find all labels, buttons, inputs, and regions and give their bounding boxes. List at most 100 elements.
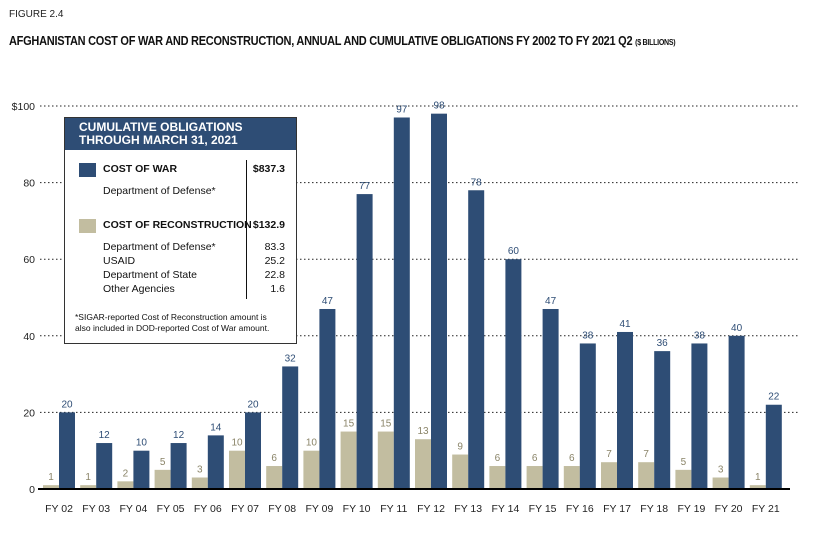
recon-item-label: USAID bbox=[103, 255, 136, 267]
war-value-label: 41 bbox=[619, 319, 631, 330]
reconstruction-bar bbox=[340, 431, 357, 489]
reconstruction-value-label: 7 bbox=[643, 449, 649, 460]
war-bar bbox=[691, 343, 708, 489]
x-tick-label: FY 17 bbox=[603, 503, 631, 515]
war-bar bbox=[579, 343, 596, 489]
war-total: $837.3 bbox=[252, 163, 285, 175]
reconstruction-value-label: 7 bbox=[606, 449, 612, 460]
war-bar bbox=[765, 404, 782, 489]
war-bar bbox=[728, 335, 745, 489]
recon-item-label: Department of State bbox=[103, 269, 197, 281]
war-value-label: 47 bbox=[322, 296, 334, 307]
reconstruction-value-label: 1 bbox=[85, 472, 91, 483]
war-bar bbox=[319, 308, 336, 489]
x-tick-label: FY 15 bbox=[529, 503, 557, 515]
war-value-label: 14 bbox=[210, 422, 222, 433]
war-bar bbox=[654, 351, 671, 489]
recon-item-value: 1.6 bbox=[270, 283, 285, 295]
y-tick-label: 20 bbox=[23, 407, 35, 419]
y-tick-label: 60 bbox=[23, 254, 35, 266]
y-tick-label: 40 bbox=[23, 331, 35, 343]
title-text: AFGHANISTAN COST OF WAR AND RECONSTRUCTI… bbox=[9, 34, 633, 48]
war-value-label: 36 bbox=[657, 338, 669, 349]
chart-title: AFGHANISTAN COST OF WAR AND RECONSTRUCTI… bbox=[9, 34, 676, 48]
war-bar bbox=[245, 412, 261, 489]
war-value-label: 78 bbox=[471, 177, 483, 188]
recon-label: COST OF RECONSTRUCTION bbox=[103, 219, 252, 231]
reconstruction-value-label: 2 bbox=[123, 468, 129, 479]
recon-item-label: Other Agencies bbox=[103, 283, 175, 295]
reconstruction-bar bbox=[43, 485, 59, 489]
war-value-label: 20 bbox=[247, 399, 259, 410]
reconstruction-bar bbox=[675, 469, 692, 489]
war-sub: Department of Defense* bbox=[103, 185, 216, 197]
recon-total: $132.9 bbox=[252, 219, 285, 231]
war-value-label: 98 bbox=[433, 101, 445, 112]
reconstruction-value-label: 15 bbox=[380, 419, 392, 430]
header-line-2: THROUGH MARCH 31, 2021 bbox=[79, 133, 238, 147]
reconstruction-bar bbox=[80, 485, 97, 489]
war-bar bbox=[505, 259, 522, 489]
war-bar bbox=[431, 113, 447, 489]
footnote: *SIGAR-reported Cost of Reconstruction a… bbox=[75, 312, 269, 334]
reconstruction-value-label: 6 bbox=[495, 453, 501, 464]
war-swatch bbox=[79, 163, 96, 177]
x-tick-label: FY 18 bbox=[640, 503, 668, 515]
reconstruction-value-label: 10 bbox=[306, 438, 318, 449]
y-tick-label: 80 bbox=[23, 178, 35, 190]
reconstruction-bar bbox=[712, 477, 729, 489]
reconstruction-value-label: 6 bbox=[532, 453, 538, 464]
x-tick-label: FY 07 bbox=[231, 503, 259, 515]
reconstruction-bar bbox=[563, 466, 580, 489]
x-tick-label: FY 16 bbox=[566, 503, 594, 515]
war-value-label: 40 bbox=[731, 323, 743, 334]
war-value-label: 77 bbox=[359, 181, 371, 192]
x-tick-label: FY 05 bbox=[157, 503, 185, 515]
note-line-1: *SIGAR-reported Cost of Reconstruction a… bbox=[75, 312, 267, 322]
recon-swatch bbox=[79, 219, 96, 233]
reconstruction-value-label: 15 bbox=[343, 419, 355, 430]
war-value-label: 38 bbox=[694, 330, 706, 341]
war-value-label: 12 bbox=[173, 430, 185, 441]
x-tick-label: FY 12 bbox=[417, 503, 445, 515]
y-tick-label: 0 bbox=[29, 484, 35, 496]
reconstruction-value-label: 6 bbox=[569, 453, 575, 464]
war-bar bbox=[282, 366, 299, 489]
reconstruction-bar bbox=[229, 450, 245, 489]
war-bar bbox=[356, 194, 373, 489]
legend-header: CUMULATIVE OBLIGATIONS THROUGH MARCH 31, … bbox=[65, 118, 296, 150]
recon-item-label: Department of Defense* bbox=[103, 241, 216, 253]
reconstruction-value-label: 3 bbox=[197, 465, 203, 476]
war-bar bbox=[542, 308, 559, 489]
x-tick-label: FY 09 bbox=[305, 503, 333, 515]
x-tick-label: FY 11 bbox=[380, 503, 407, 515]
war-value-label: 10 bbox=[136, 438, 148, 449]
war-bar bbox=[133, 450, 150, 489]
reconstruction-bar bbox=[601, 462, 617, 489]
reconstruction-bar bbox=[154, 469, 171, 489]
war-value-label: 22 bbox=[768, 392, 780, 403]
war-bar bbox=[468, 190, 485, 489]
note-line-2: also included in DOD-reported Cost of Wa… bbox=[75, 323, 270, 333]
recon-item-value: 25.2 bbox=[264, 255, 285, 267]
reconstruction-value-label: 5 bbox=[160, 457, 166, 468]
war-value-label: 32 bbox=[285, 353, 297, 364]
war-bar bbox=[59, 412, 75, 489]
divider bbox=[246, 160, 247, 299]
war-bar bbox=[393, 117, 410, 490]
x-tick-label: FY 10 bbox=[343, 503, 371, 515]
x-tick-label: FY 20 bbox=[715, 503, 743, 515]
reconstruction-value-label: 6 bbox=[271, 453, 277, 464]
war-bar bbox=[170, 443, 187, 489]
reconstruction-bar bbox=[526, 466, 543, 489]
war-value-label: 20 bbox=[61, 399, 73, 410]
y-tick-label: $100 bbox=[12, 101, 36, 113]
war-bar bbox=[617, 331, 633, 489]
x-tick-label: FY 08 bbox=[268, 503, 296, 515]
reconstruction-value-label: 1 bbox=[48, 472, 54, 483]
reconstruction-value-label: 10 bbox=[231, 438, 243, 449]
x-tick-label: FY 14 bbox=[491, 503, 519, 515]
recon-item-value: 83.3 bbox=[264, 241, 285, 253]
war-value-label: 97 bbox=[396, 104, 408, 115]
